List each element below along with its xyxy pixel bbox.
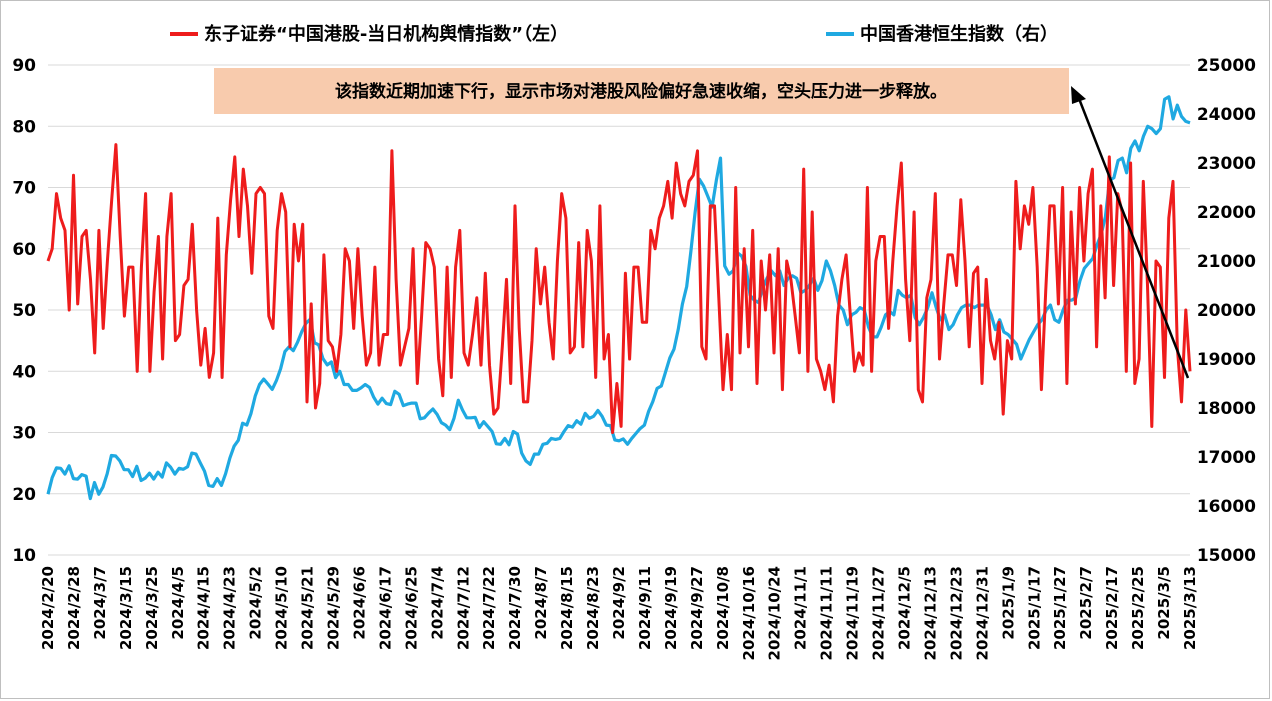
series-line-sentiment-index <box>46 143 1192 434</box>
x-tick-label: 2024/2/28 <box>65 566 83 650</box>
x-tick-label: 2024/6/6 <box>350 566 368 640</box>
y-right-tick-label: 24000 <box>1197 105 1256 125</box>
y-left-tick-label: 80 <box>12 117 36 137</box>
x-tick-label: 2024/7/30 <box>506 566 524 650</box>
y-left-tick-label: 50 <box>12 301 36 321</box>
y-left-tick-label: 30 <box>12 424 36 444</box>
x-tick-label: 2025/2/25 <box>1129 566 1147 650</box>
x-tick-label: 2024/11/27 <box>870 566 888 660</box>
x-tick-label: 2024/4/23 <box>221 566 239 650</box>
gridlines <box>48 64 1190 556</box>
x-tick-label: 2024/12/13 <box>921 566 939 660</box>
x-tick-label: 2024/8/7 <box>532 566 550 640</box>
legend: 东子证券“中国港股-当日机构舆情指数”（左） 中国香港恒生指数（右） <box>170 23 1058 45</box>
y-right-tick-label: 20000 <box>1197 301 1256 321</box>
x-tick-label: 2025/1/17 <box>1025 566 1043 650</box>
x-tick-label: 2024/2/20 <box>39 566 57 650</box>
x-tick-label: 2024/9/2 <box>610 566 628 640</box>
x-tick-label: 2025/3/13 <box>1181 566 1199 650</box>
x-tick-label: 2024/3/7 <box>91 566 109 640</box>
legend-label-right-series: 中国香港恒生指数（右） <box>860 23 1058 45</box>
x-tick-label: 2024/4/15 <box>195 566 213 650</box>
x-tick-label: 2025/1/27 <box>1051 566 1069 650</box>
x-tick-label: 2024/10/8 <box>714 566 732 650</box>
x-tick-label: 2024/5/29 <box>325 566 343 650</box>
x-tick-label: 2024/7/4 <box>428 566 446 640</box>
x-tick-label: 2024/11/11 <box>818 566 836 660</box>
series-lines <box>46 95 1192 501</box>
x-tick-label: 2024/12/31 <box>973 566 991 660</box>
left-y-axis-ticks: 10 20 30 40 50 60 70 80 90 <box>12 56 36 566</box>
y-right-tick-label: 15000 <box>1197 546 1256 566</box>
x-tick-label: 2024/9/19 <box>662 566 680 650</box>
x-tick-label: 2024/3/25 <box>143 566 161 650</box>
y-right-tick-label: 23000 <box>1197 154 1256 174</box>
x-tick-label: 2024/11/19 <box>844 566 862 660</box>
y-left-tick-label: 40 <box>12 362 36 382</box>
right-y-axis-ticks: 15000 16000 17000 18000 19000 20000 21000 22000… <box>1197 56 1256 566</box>
x-tick-label: 2024/12/23 <box>947 566 965 660</box>
x-tick-label: 2024/6/25 <box>402 566 420 650</box>
series-line-hang-seng-index <box>46 95 1191 501</box>
x-tick-label: 2024/3/15 <box>117 566 135 650</box>
y-right-tick-label: 16000 <box>1197 497 1256 517</box>
x-tick-label: 2024/5/10 <box>273 566 291 650</box>
y-right-tick-label: 22000 <box>1197 203 1256 223</box>
x-tick-label: 2024/6/17 <box>376 566 394 650</box>
x-tick-label: 2024/4/5 <box>169 566 187 640</box>
y-left-tick-label: 90 <box>12 56 36 76</box>
x-tick-label: 2025/1/9 <box>999 566 1017 640</box>
x-tick-label: 2024/12/5 <box>896 566 914 650</box>
y-left-tick-label: 60 <box>12 240 36 260</box>
y-left-tick-label: 20 <box>12 485 36 505</box>
x-tick-label: 2024/10/24 <box>766 566 784 660</box>
y-right-tick-label: 19000 <box>1197 350 1256 370</box>
x-tick-label: 2024/7/12 <box>454 566 472 650</box>
y-right-tick-label: 17000 <box>1197 448 1256 468</box>
y-right-tick-label: 25000 <box>1197 56 1256 76</box>
annotation-arrow-head <box>1071 86 1086 104</box>
y-left-tick-label: 70 <box>12 179 36 199</box>
x-tick-label: 2025/3/5 <box>1155 566 1173 640</box>
x-axis-ticks: 2024/2/20 2024/2/28 2024/3/7 2024/3/15 2024/… <box>39 566 1199 660</box>
x-tick-label: 2025/2/7 <box>1077 566 1095 640</box>
x-tick-label: 2024/9/27 <box>688 566 706 650</box>
annotation-box <box>214 68 1069 114</box>
y-left-tick-label: 10 <box>12 546 36 566</box>
x-tick-label: 2024/11/1 <box>792 566 810 650</box>
y-right-tick-label: 21000 <box>1197 252 1256 272</box>
legend-label-left-series: 东子证券“中国港股-当日机构舆情指数”（左） <box>204 23 568 45</box>
x-tick-label: 2024/5/21 <box>299 566 317 650</box>
x-tick-label: 2024/8/23 <box>584 566 602 650</box>
x-tick-label: 2024/10/16 <box>740 566 758 660</box>
y-right-tick-label: 18000 <box>1197 399 1256 419</box>
x-tick-label: 2025/2/17 <box>1103 566 1121 650</box>
x-tick-label: 2024/5/2 <box>247 566 265 640</box>
annotation-arrow-line <box>1076 95 1190 379</box>
x-tick-label: 2024/8/15 <box>558 566 576 650</box>
annotation-text: 该指数近期加速下行，显示市场对港股风险偏好急速收缩，空头压力进一步释放。 <box>335 81 947 102</box>
x-tick-label: 2024/9/11 <box>636 566 654 650</box>
x-tick-label: 2024/7/22 <box>480 566 498 650</box>
